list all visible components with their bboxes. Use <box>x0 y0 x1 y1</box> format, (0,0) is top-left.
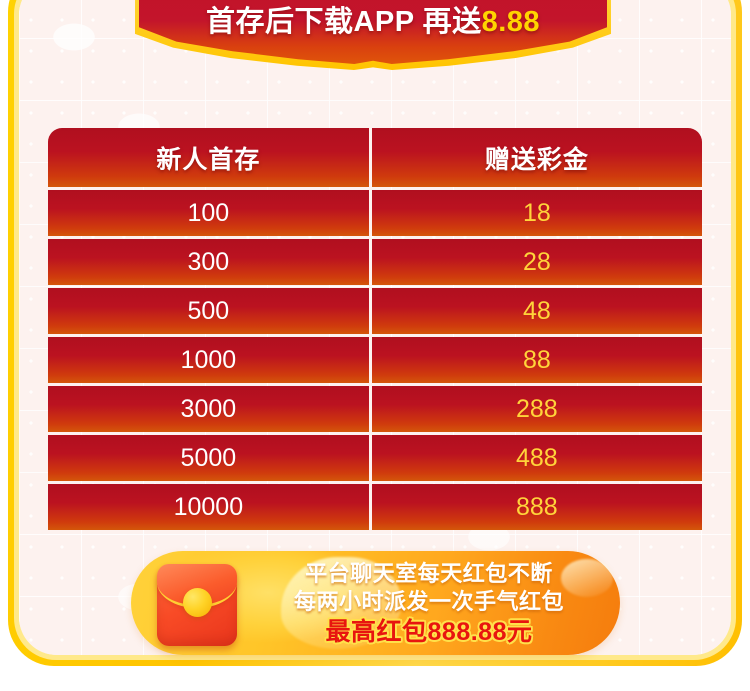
header-label-deposit: 新人首存 <box>156 145 261 174</box>
table-header-cell-deposit: 新人首存 <box>48 128 372 187</box>
header-title-text: 首存后下载APP 再送 <box>205 6 482 38</box>
value-bonus: 18 <box>522 198 551 227</box>
value-bonus: 488 <box>515 443 558 472</box>
table-row: 3000 288 <box>48 386 702 432</box>
value-deposit: 10000 <box>173 492 244 521</box>
bonus-table: 新人首存 赠送彩金 100 18 300 28 500 <box>48 128 702 530</box>
footer-line-3: 最高红包888.88元 <box>325 618 533 646</box>
cell-bonus: 18 <box>372 190 702 236</box>
header-title: 首存后下载APP 再送8.88 <box>135 0 611 40</box>
footer-text-block: 平台聊天室每天红包不断 每两小时派发一次手气红包 最高红包888.88元 <box>249 560 609 648</box>
table-row: 5000 488 <box>48 435 702 481</box>
cell-deposit: 100 <box>48 190 372 236</box>
footer-promo-banner: 平台聊天室每天红包不断 每两小时派发一次手气红包 最高红包888.88元 <box>131 551 620 655</box>
table-row: 10000 888 <box>48 484 702 530</box>
value-deposit: 300 <box>187 247 230 276</box>
table-header-cell-bonus: 赠送彩金 <box>372 128 702 187</box>
header-ribbon: 首存后下载APP 再送8.88 <box>135 0 611 70</box>
cell-deposit: 5000 <box>48 435 372 481</box>
envelope-gold-clasp <box>183 588 212 617</box>
value-bonus: 888 <box>515 492 558 521</box>
table-row: 1000 88 <box>48 337 702 383</box>
cell-deposit: 500 <box>48 288 372 334</box>
value-deposit: 3000 <box>180 394 237 423</box>
value-deposit: 5000 <box>180 443 237 472</box>
red-envelope-icon <box>149 556 247 651</box>
cell-bonus: 488 <box>372 435 702 481</box>
cell-deposit: 3000 <box>48 386 372 432</box>
value-deposit: 500 <box>187 296 230 325</box>
cell-deposit: 1000 <box>48 337 372 383</box>
table-header-row: 新人首存 赠送彩金 <box>48 128 702 187</box>
value-deposit: 100 <box>187 198 230 227</box>
table-row: 100 18 <box>48 190 702 236</box>
footer-line-1: 平台聊天室每天红包不断 <box>305 561 553 586</box>
table-row: 300 28 <box>48 239 702 285</box>
value-bonus: 48 <box>522 296 551 325</box>
value-deposit: 1000 <box>180 345 237 374</box>
banner-gloss-highlight-small <box>561 559 613 597</box>
header-title-highlight: 8.88 <box>481 6 541 38</box>
cell-bonus: 288 <box>372 386 702 432</box>
cell-bonus: 888 <box>372 484 702 530</box>
cell-bonus: 88 <box>372 337 702 383</box>
table-row: 500 48 <box>48 288 702 334</box>
header-label-bonus: 赠送彩金 <box>484 145 589 174</box>
cell-bonus: 28 <box>372 239 702 285</box>
footer-line-2: 每两小时派发一次手气红包 <box>293 589 564 614</box>
cell-deposit: 300 <box>48 239 372 285</box>
value-bonus: 288 <box>515 394 558 423</box>
banner-gloss-highlight <box>281 557 401 649</box>
value-bonus: 28 <box>522 247 551 276</box>
cell-bonus: 48 <box>372 288 702 334</box>
value-bonus: 88 <box>522 345 551 374</box>
cell-deposit: 10000 <box>48 484 372 530</box>
